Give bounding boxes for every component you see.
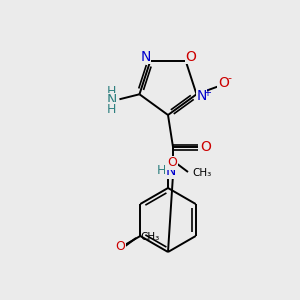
Text: CH₃: CH₃ <box>192 168 211 178</box>
Text: +: + <box>202 88 211 98</box>
Text: -: - <box>227 73 232 83</box>
Text: O: O <box>201 140 212 154</box>
Text: O: O <box>218 76 229 90</box>
Text: H: H <box>107 85 116 98</box>
Text: N: N <box>140 50 151 64</box>
Text: O: O <box>167 157 177 169</box>
Text: O: O <box>185 50 196 64</box>
Text: H: H <box>156 164 166 178</box>
Text: N: N <box>196 89 207 103</box>
Text: N: N <box>106 93 117 107</box>
Text: O: O <box>115 241 125 254</box>
Text: CH₃: CH₃ <box>140 232 159 242</box>
Text: H: H <box>107 103 116 116</box>
Text: N: N <box>166 164 176 178</box>
